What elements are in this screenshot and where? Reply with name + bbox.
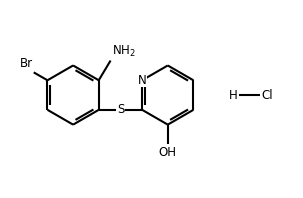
- Text: S: S: [117, 103, 124, 116]
- Text: N: N: [138, 74, 147, 87]
- Text: Br: Br: [20, 57, 33, 70]
- Text: Cl: Cl: [261, 89, 273, 102]
- Text: H: H: [229, 89, 238, 102]
- Text: NH$_2$: NH$_2$: [112, 44, 135, 59]
- Text: OH: OH: [159, 146, 177, 159]
